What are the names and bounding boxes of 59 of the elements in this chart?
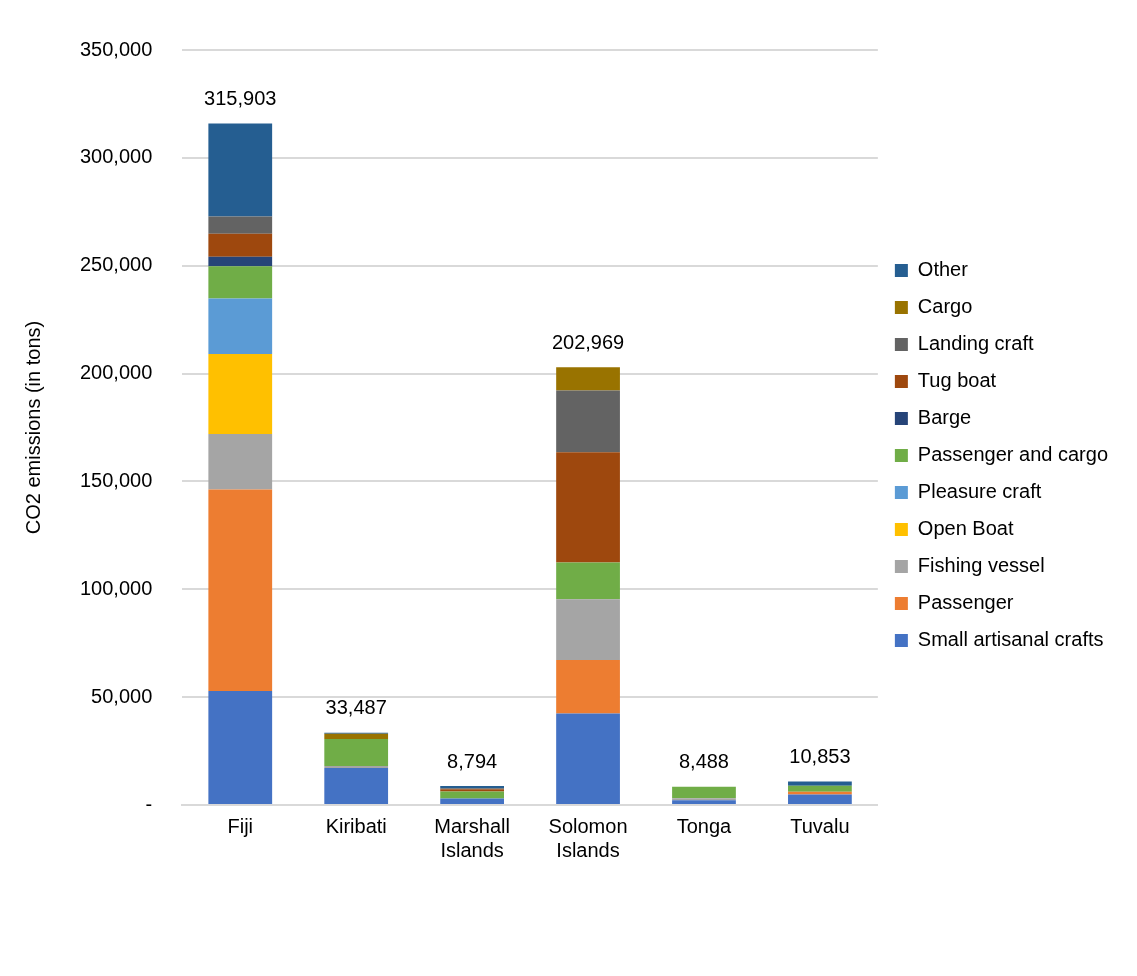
total-label: 8,794 <box>447 749 498 772</box>
bar <box>556 660 620 714</box>
bar <box>440 798 504 804</box>
total-label: 8,488 <box>678 750 730 773</box>
bar <box>208 233 273 257</box>
x-tick-label: Fiji <box>227 814 254 837</box>
bar <box>556 599 620 661</box>
y-tick-label: 100,000 <box>80 576 153 599</box>
y-tick-label: - <box>145 792 153 815</box>
bar <box>208 256 273 267</box>
bar <box>208 433 273 490</box>
y-tick-label: 350,000 <box>80 37 153 60</box>
y-tick-label: 50,000 <box>91 684 153 707</box>
bar <box>788 794 852 804</box>
bar <box>556 452 620 563</box>
bar <box>556 390 620 453</box>
legend-label: Passenger and cargo <box>917 443 1109 466</box>
total-label: 315,903 <box>204 87 277 110</box>
bar <box>324 733 389 739</box>
y-tick-label: 150,000 <box>80 468 153 491</box>
x-tick-label: Marshall Islands <box>434 814 510 861</box>
x-tick-label: Kiribati <box>325 814 387 837</box>
total-label: 10,853 <box>789 745 851 768</box>
bar <box>208 353 273 434</box>
y-tick-label: 300,000 <box>80 145 153 168</box>
bar <box>788 781 852 786</box>
bar <box>556 367 620 391</box>
bar <box>208 690 273 804</box>
bar <box>440 791 504 799</box>
bar <box>208 216 273 234</box>
y-tick-label: 200,000 <box>80 361 153 384</box>
legend-label: Cargo <box>917 295 973 318</box>
x-tick-label: Tonga <box>676 814 733 837</box>
bar <box>208 489 273 691</box>
bar <box>324 738 389 766</box>
bar <box>788 785 852 792</box>
total-label: 202,969 <box>551 330 625 353</box>
bar <box>208 266 273 299</box>
legend-label: Tug boat <box>917 369 997 392</box>
bar <box>556 562 620 600</box>
legend-label: Other <box>917 258 969 281</box>
legend-label: Pleasure craft <box>917 480 1042 503</box>
legend-label: Barge <box>917 406 972 429</box>
legend-label: Passenger <box>917 591 1014 614</box>
bar <box>324 768 389 804</box>
bar <box>208 123 273 217</box>
bar <box>324 765 389 769</box>
legend-label: Landing craft <box>917 332 1034 355</box>
legend-label: Small artisanal crafts <box>917 628 1104 651</box>
legend-label: Fishing vessel <box>917 554 1045 577</box>
y-tick-label: 250,000 <box>80 253 153 276</box>
x-tick-label: Solomon Islands <box>548 814 628 861</box>
bar <box>672 786 736 799</box>
bar <box>556 713 620 804</box>
legend-label: Open Boat <box>917 517 1014 540</box>
bar <box>208 298 273 354</box>
y-axis-title: CO2 emissions (in tons) <box>21 320 44 535</box>
total-label: 33,487 <box>325 696 387 719</box>
x-tick-label: Tuvalu <box>790 814 850 837</box>
